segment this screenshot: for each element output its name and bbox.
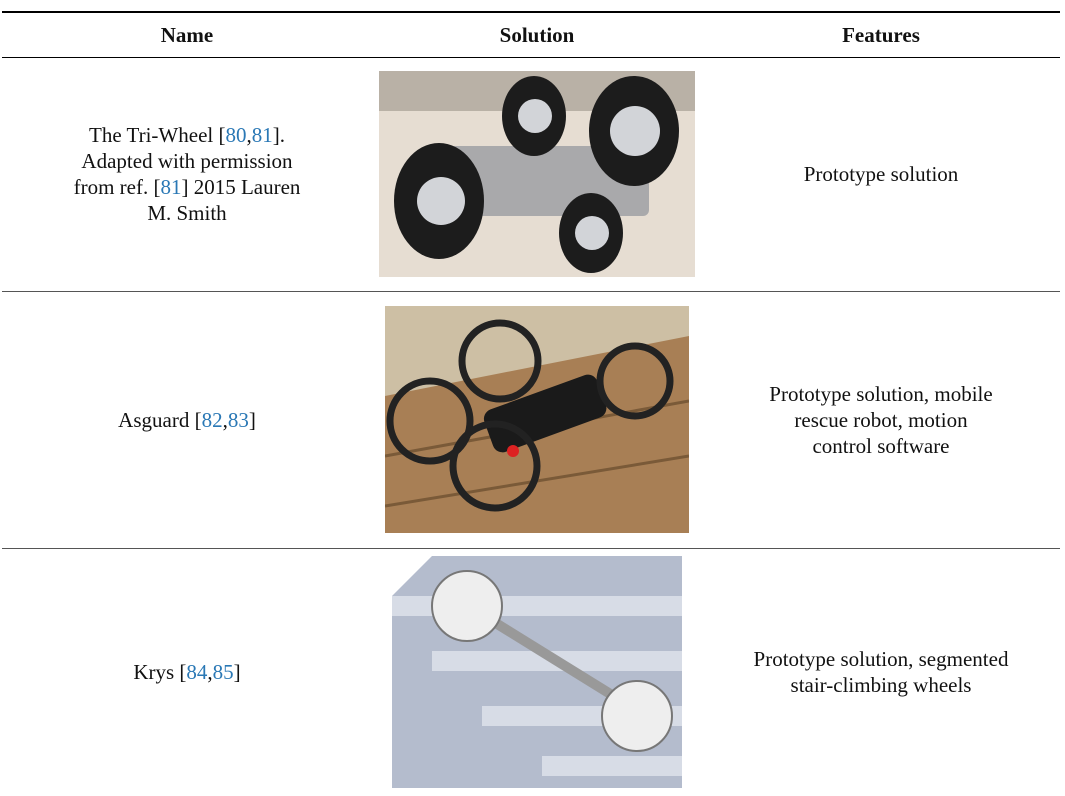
- citation[interactable]: 81: [251, 123, 273, 147]
- features-line: stair-climbing wheels: [790, 672, 972, 697]
- citation[interactable]: 84: [186, 659, 208, 684]
- features-line: Prototype solution, mobile: [769, 381, 993, 406]
- row: Krys [84,85] Prototype solution, segment…: [2, 548, 1060, 795]
- name-text: from ref. [: [73, 175, 161, 199]
- citation[interactable]: 82: [201, 407, 223, 432]
- citation[interactable]: 85: [212, 659, 234, 684]
- citation[interactable]: 81: [160, 175, 182, 199]
- table: Name Solution Features The Tri-Wheel [80…: [2, 11, 1060, 795]
- name-line: Krys [84,85]: [2, 659, 372, 685]
- features-cell: Prototype solution, segmented stair-climb…: [702, 548, 1060, 795]
- features-cell: Prototype solution: [702, 57, 1060, 291]
- name-text: ,: [222, 407, 228, 432]
- name-text: Adapted with permission: [81, 149, 293, 173]
- name-line: from ref. [81] 2015 Lauren: [2, 174, 372, 200]
- features-line: rescue robot, motion: [794, 407, 968, 432]
- name-text: M. Smith: [147, 201, 227, 225]
- row: Asguard [82,83] Prototype solution, mobi…: [2, 291, 1060, 548]
- name-text: ,: [207, 659, 213, 684]
- row: The Tri-Wheel [80,81]. Adapted with permi…: [2, 57, 1060, 291]
- name-line: The Tri-Wheel [80,81].: [2, 122, 372, 148]
- citation[interactable]: 83: [227, 407, 249, 432]
- name-cell: The Tri-Wheel [80,81]. Adapted with permi…: [2, 57, 372, 291]
- header-cell: Name: [160, 22, 214, 47]
- asguard-image: [385, 306, 689, 533]
- name-text: ]: [248, 407, 256, 432]
- name-text: Krys [: [133, 659, 187, 684]
- header-cell: Solution: [499, 22, 575, 47]
- name-text: Asguard [: [118, 407, 202, 432]
- image-cell: [372, 57, 702, 291]
- name-text: ].: [272, 123, 285, 147]
- header-row: Name Solution Features: [2, 12, 1060, 57]
- name-line: M. Smith: [2, 200, 372, 226]
- name-text: ] 2015 Lauren: [181, 175, 301, 199]
- name-text: ,: [246, 123, 252, 147]
- features-line: control software: [812, 433, 950, 458]
- header-cell: Features: [842, 22, 920, 47]
- image-cell: [372, 548, 702, 795]
- krys-image: [392, 555, 682, 788]
- tri-wheel-image: [379, 71, 695, 277]
- image-cell: [372, 291, 702, 548]
- name-text: The Tri-Wheel [: [89, 123, 226, 147]
- name-line: Asguard [82,83]: [2, 407, 372, 433]
- name-cell: Krys [84,85]: [2, 548, 372, 795]
- citation[interactable]: 80: [225, 123, 247, 147]
- features-line: Prototype solution: [803, 162, 959, 186]
- features-cell: Prototype solution, mobile rescue robot, …: [702, 291, 1060, 548]
- features-line: Prototype solution, segmented: [753, 646, 1009, 671]
- name-cell: Asguard [82,83]: [2, 291, 372, 548]
- name-text: ]: [233, 659, 241, 684]
- name-line: Adapted with permission: [2, 148, 372, 174]
